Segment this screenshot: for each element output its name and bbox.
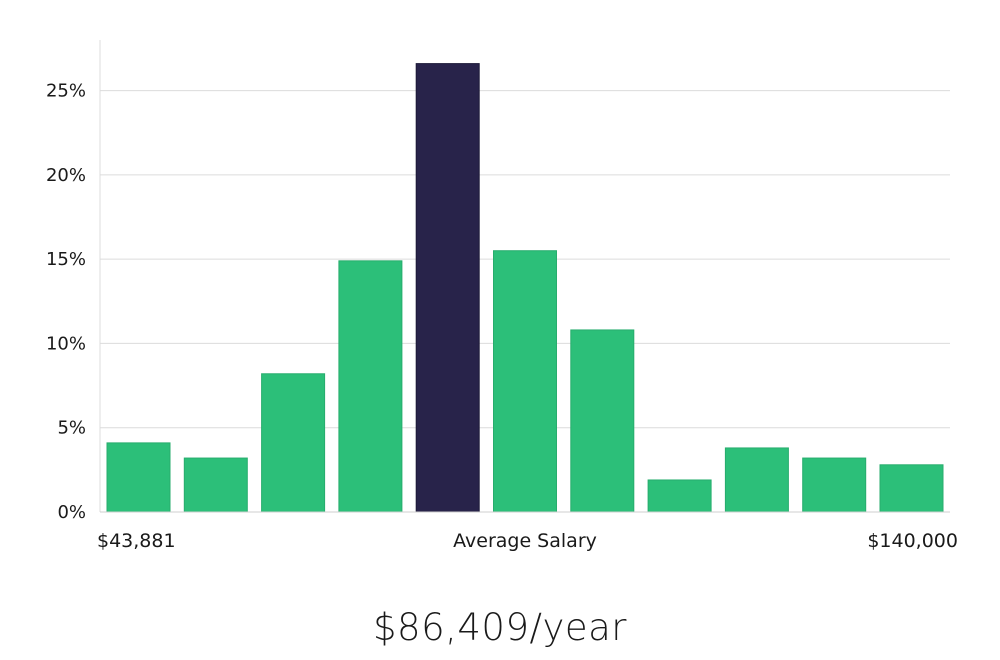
bar — [647, 479, 712, 513]
bar — [493, 250, 557, 513]
x-max-label: $140,000 — [867, 530, 958, 552]
bar — [879, 464, 944, 513]
y-tick-label: 10% — [46, 333, 86, 354]
bar — [724, 447, 789, 513]
y-tick-label: 0% — [57, 502, 86, 523]
y-tick-label: 15% — [46, 249, 86, 270]
y-tick-labels: 0% 5% 10% 15% 20% 25% — [46, 81, 86, 523]
x-min-label: $43,881 — [97, 530, 176, 552]
bar — [106, 442, 171, 513]
bar — [183, 457, 248, 513]
salary-histogram: 0%5%10%15%20%25% $43,881 Average Salary … — [46, 40, 958, 552]
average-salary: $86,409/year — [372, 606, 627, 649]
bar — [570, 329, 635, 513]
bar — [261, 373, 326, 513]
y-tick-label: 5% — [57, 418, 86, 439]
bar — [338, 260, 403, 513]
y-tick-label: 20% — [46, 165, 86, 186]
axes — [99, 40, 950, 513]
bars — [106, 63, 944, 513]
y-tick-label: 25% — [46, 81, 86, 102]
x-axis-label: Average Salary — [453, 530, 597, 552]
bar — [802, 457, 867, 513]
bar-highlight — [415, 63, 480, 513]
